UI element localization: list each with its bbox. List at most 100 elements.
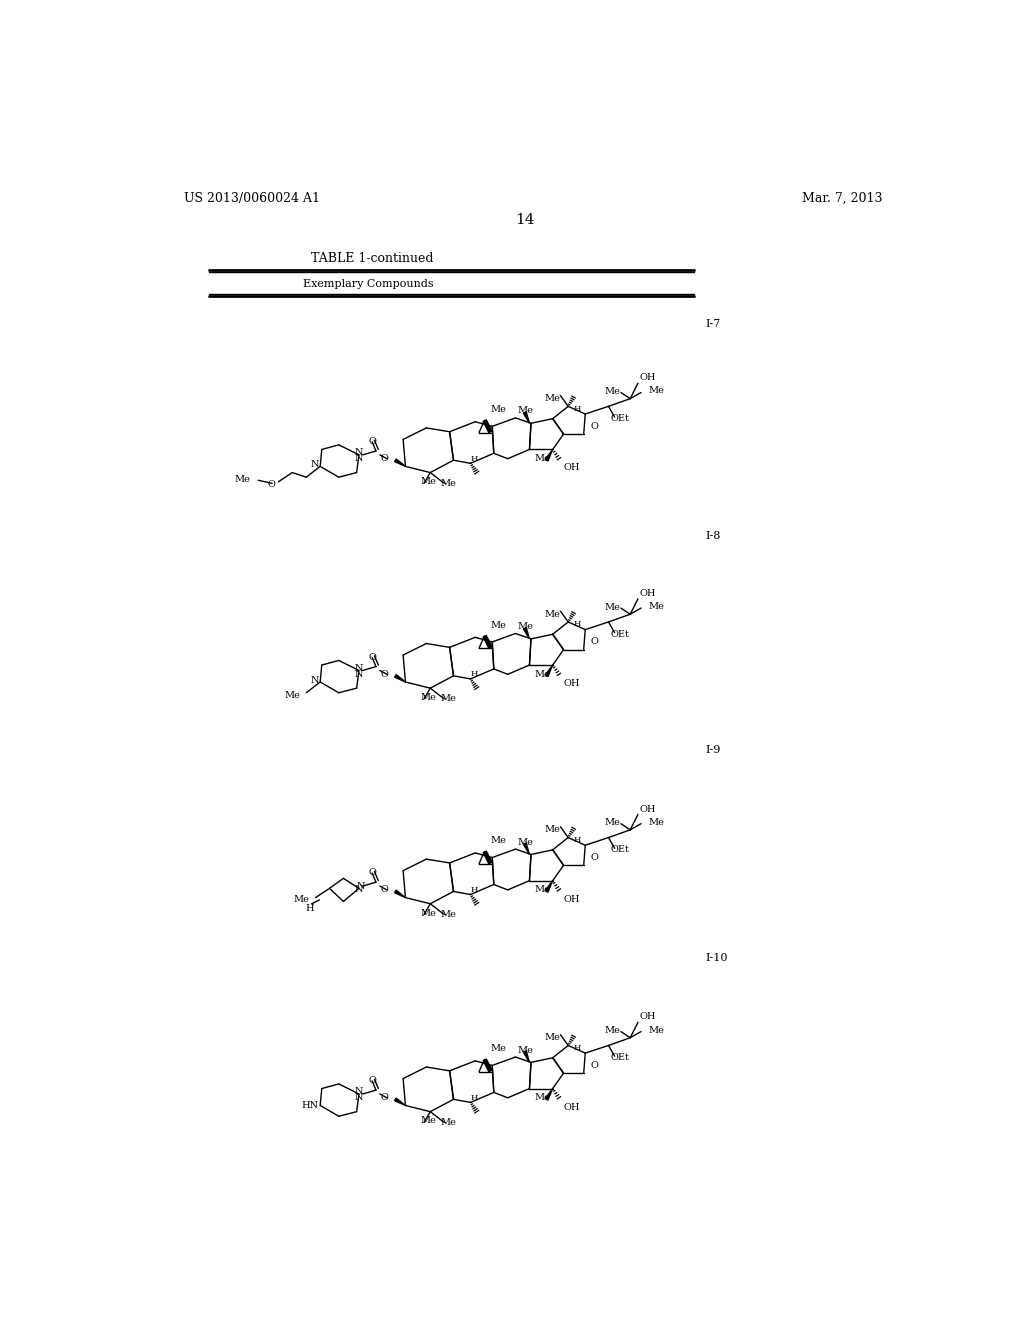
Text: 14: 14 xyxy=(515,213,535,227)
Text: H: H xyxy=(573,405,581,413)
Text: OH: OH xyxy=(563,895,580,904)
Text: O: O xyxy=(267,480,275,490)
Text: Me: Me xyxy=(649,1026,665,1035)
Text: Me: Me xyxy=(285,692,300,701)
Text: Me: Me xyxy=(490,836,506,845)
Polygon shape xyxy=(394,890,406,898)
Polygon shape xyxy=(523,412,529,424)
Text: O: O xyxy=(591,1061,599,1071)
Text: H: H xyxy=(573,620,581,628)
Text: H: H xyxy=(471,1094,478,1102)
Text: OH: OH xyxy=(640,374,656,383)
Polygon shape xyxy=(545,880,553,892)
Text: H: H xyxy=(471,886,478,894)
Text: O: O xyxy=(591,853,599,862)
Polygon shape xyxy=(545,1089,553,1100)
Text: OH: OH xyxy=(640,589,656,598)
Text: I-9: I-9 xyxy=(706,744,721,755)
Text: Me: Me xyxy=(421,1117,436,1126)
Text: Me: Me xyxy=(545,395,560,403)
Polygon shape xyxy=(545,449,553,461)
Text: Me: Me xyxy=(421,908,436,917)
Text: OEt: OEt xyxy=(610,630,629,639)
Text: O: O xyxy=(591,422,599,430)
Text: N: N xyxy=(310,676,318,685)
Text: N: N xyxy=(354,1093,364,1102)
Text: Me: Me xyxy=(517,622,532,631)
Text: Me: Me xyxy=(441,909,457,919)
Polygon shape xyxy=(394,1098,406,1106)
Text: N: N xyxy=(354,669,364,678)
Text: H: H xyxy=(471,454,478,463)
Text: N: N xyxy=(354,1088,364,1096)
Text: OH: OH xyxy=(563,678,580,688)
Text: Me: Me xyxy=(604,818,621,828)
Text: Me: Me xyxy=(604,603,621,611)
Text: OH: OH xyxy=(640,1012,656,1022)
Text: I-7: I-7 xyxy=(706,319,721,329)
Polygon shape xyxy=(523,843,529,854)
Text: Me: Me xyxy=(604,387,621,396)
Text: Exemplary Compounds: Exemplary Compounds xyxy=(303,279,433,289)
Text: N: N xyxy=(354,886,364,895)
Text: Me: Me xyxy=(517,838,532,846)
Text: H: H xyxy=(471,671,478,678)
Text: H: H xyxy=(573,1044,581,1052)
Text: O: O xyxy=(381,886,388,895)
Text: Me: Me xyxy=(421,478,436,486)
Text: OEt: OEt xyxy=(610,845,629,854)
Text: Me: Me xyxy=(535,669,550,678)
Text: O: O xyxy=(381,669,388,678)
Text: Me: Me xyxy=(535,886,550,895)
Text: Me: Me xyxy=(545,825,560,834)
Text: HN: HN xyxy=(301,1101,318,1110)
Text: Me: Me xyxy=(535,454,550,463)
Text: US 2013/0060024 A1: US 2013/0060024 A1 xyxy=(183,191,319,205)
Text: Me: Me xyxy=(535,1093,550,1102)
Text: N: N xyxy=(354,454,364,463)
Text: OEt: OEt xyxy=(610,414,629,424)
Text: Me: Me xyxy=(545,610,560,619)
Text: Me: Me xyxy=(294,895,309,904)
Polygon shape xyxy=(394,459,406,466)
Text: O: O xyxy=(369,437,376,446)
Text: N: N xyxy=(354,664,364,673)
Text: H: H xyxy=(306,904,314,913)
Text: I-10: I-10 xyxy=(706,953,728,962)
Text: Me: Me xyxy=(441,694,457,704)
Text: Me: Me xyxy=(234,475,251,484)
Text: Me: Me xyxy=(441,1118,457,1127)
Text: OH: OH xyxy=(563,463,580,473)
Text: I-8: I-8 xyxy=(706,531,721,541)
Polygon shape xyxy=(523,1051,529,1063)
Text: O: O xyxy=(369,869,376,878)
Text: O: O xyxy=(369,653,376,661)
Text: Me: Me xyxy=(490,620,506,630)
Polygon shape xyxy=(545,665,553,677)
Polygon shape xyxy=(523,627,529,639)
Text: O: O xyxy=(381,1093,388,1102)
Text: N: N xyxy=(356,882,365,891)
Text: Mar. 7, 2013: Mar. 7, 2013 xyxy=(802,191,883,205)
Text: Me: Me xyxy=(649,387,665,396)
Text: Me: Me xyxy=(604,1027,621,1035)
Text: Me: Me xyxy=(490,1044,506,1053)
Text: N: N xyxy=(310,461,318,470)
Text: O: O xyxy=(369,1076,376,1085)
Text: OH: OH xyxy=(640,805,656,813)
Text: N: N xyxy=(354,447,364,457)
Text: Me: Me xyxy=(421,693,436,702)
Text: Me: Me xyxy=(517,407,532,416)
Text: O: O xyxy=(591,638,599,647)
Text: Me: Me xyxy=(649,602,665,611)
Text: Me: Me xyxy=(441,479,457,488)
Text: Me: Me xyxy=(490,405,506,414)
Text: OH: OH xyxy=(563,1102,580,1111)
Text: Me: Me xyxy=(517,1045,532,1055)
Text: Me: Me xyxy=(649,817,665,826)
Text: TABLE 1-continued: TABLE 1-continued xyxy=(311,252,433,265)
Text: H: H xyxy=(573,836,581,843)
Text: Me: Me xyxy=(545,1034,560,1043)
Text: OEt: OEt xyxy=(610,1053,629,1063)
Text: O: O xyxy=(381,454,388,463)
